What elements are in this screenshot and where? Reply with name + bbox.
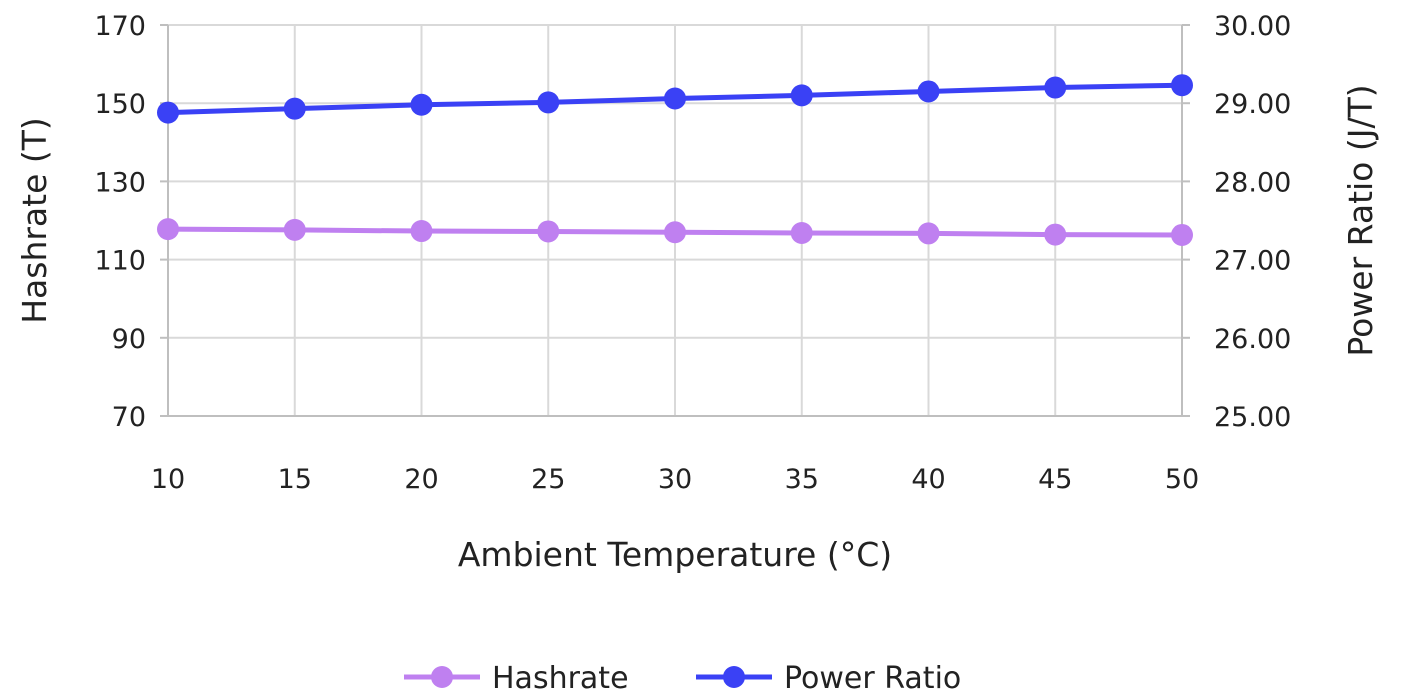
- y2-tick-label: 30.00: [1214, 11, 1291, 42]
- data-point: [157, 218, 179, 241]
- x-tick-label: 15: [278, 464, 312, 495]
- x-tick-label: 50: [1165, 464, 1199, 495]
- legend-label: Power Ratio: [784, 661, 961, 696]
- x-tick-label: 45: [1038, 464, 1072, 495]
- data-point: [410, 220, 433, 243]
- data-point: [283, 97, 306, 120]
- legend-item: Power Ratio: [696, 661, 961, 696]
- x-axis-title: Ambient Temperature (°C): [458, 535, 892, 574]
- data-point: [410, 93, 433, 116]
- x-tick-label: 40: [911, 464, 945, 495]
- data-point: [157, 101, 179, 124]
- x-tick-label: 20: [404, 464, 438, 495]
- series-hashrate: [157, 218, 1193, 246]
- x-tick-label: 30: [658, 464, 692, 495]
- data-point: [1171, 74, 1193, 97]
- data-point: [1044, 223, 1067, 246]
- series-power-ratio: [157, 74, 1193, 124]
- data-point: [664, 221, 686, 244]
- y2-axis-title: Power Ratio (J/T): [1341, 84, 1380, 356]
- series: [157, 74, 1193, 246]
- legend-item: Hashrate: [404, 661, 629, 696]
- data-point: [664, 87, 686, 110]
- data-point: [283, 218, 306, 241]
- data-point: [790, 84, 813, 107]
- y-tick-label: 130: [94, 167, 146, 198]
- y-axis-title: Hashrate (T): [15, 117, 54, 324]
- y2-tick-label: 27.00: [1214, 246, 1291, 277]
- y-tick-label: 150: [94, 89, 146, 120]
- data-point: [537, 91, 560, 114]
- data-point: [537, 220, 560, 243]
- y2-tick-label: 26.00: [1214, 324, 1291, 355]
- tick-labels: 70 90 110 130 150 170 25.00 26.00 27.00 28.00 29.0…: [94, 11, 1291, 495]
- legend: Hashrate Power Ratio: [404, 661, 961, 696]
- y-tick-label: 90: [112, 324, 146, 355]
- x-tick-label: 10: [151, 464, 185, 495]
- legend-marker: [723, 666, 745, 688]
- data-point: [1171, 223, 1193, 246]
- x-tick-label: 25: [531, 464, 565, 495]
- gridlines: [168, 24, 1182, 416]
- y2-tick-label: 25.00: [1214, 402, 1291, 433]
- legend-marker: [431, 666, 453, 688]
- y-tick-label: 70: [112, 402, 146, 433]
- x-tick-label: 35: [785, 464, 819, 495]
- y2-tick-label: 29.00: [1214, 89, 1291, 120]
- data-point: [917, 80, 940, 103]
- data-point: [917, 222, 940, 245]
- y-tick-label: 170: [94, 11, 146, 42]
- legend-label: Hashrate: [492, 661, 629, 696]
- y-tick-label: 110: [94, 246, 146, 277]
- y2-tick-label: 28.00: [1214, 167, 1291, 198]
- data-point: [1044, 76, 1067, 99]
- data-point: [790, 222, 813, 245]
